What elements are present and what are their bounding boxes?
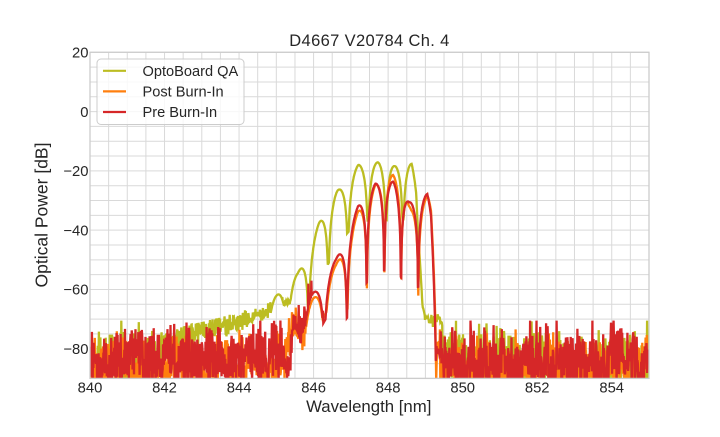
- svg-text:−60: −60: [63, 283, 88, 299]
- svg-text:20: 20: [72, 46, 88, 62]
- svg-text:840: 840: [78, 380, 103, 396]
- svg-text:854: 854: [599, 380, 624, 396]
- svg-text:848: 848: [376, 380, 401, 396]
- svg-text:OptoBoard QA: OptoBoard QA: [143, 64, 239, 80]
- svg-text:844: 844: [227, 380, 252, 396]
- svg-text:850: 850: [450, 380, 475, 396]
- svg-text:0: 0: [80, 105, 88, 121]
- svg-text:Post Burn-In: Post Burn-In: [143, 85, 224, 101]
- svg-text:852: 852: [525, 380, 550, 396]
- svg-text:Wavelength [nm]: Wavelength [nm]: [306, 397, 431, 416]
- svg-text:846: 846: [301, 380, 326, 396]
- svg-text:Pre Burn-In: Pre Burn-In: [143, 105, 218, 121]
- svg-text:−40: −40: [63, 223, 88, 239]
- svg-text:−20: −20: [63, 164, 88, 180]
- svg-text:Optical Power [dB]: Optical Power [dB]: [32, 143, 52, 288]
- svg-text:D4667 V20784 Ch. 4: D4667 V20784 Ch. 4: [289, 32, 449, 50]
- svg-text:842: 842: [152, 380, 177, 396]
- svg-text:−80: −80: [63, 342, 88, 358]
